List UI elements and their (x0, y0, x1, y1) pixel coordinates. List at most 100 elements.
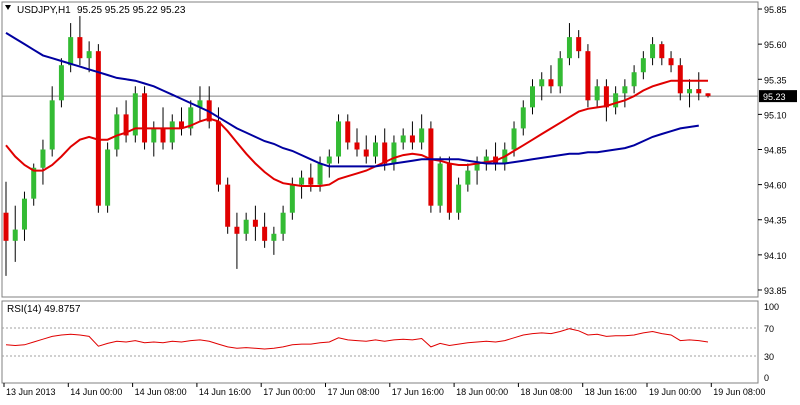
candle-body (391, 142, 397, 164)
candle-body (428, 128, 434, 206)
candle-body (142, 93, 148, 143)
candle-body (188, 107, 194, 129)
time-tick-label: 19 Jun 08:00 (713, 387, 765, 397)
candle-body (363, 149, 369, 157)
candle-body (437, 163, 443, 206)
candle-body (613, 93, 619, 108)
candle-body (215, 121, 221, 185)
candle-body (382, 142, 388, 164)
candle-body (31, 167, 37, 199)
candle-body (336, 121, 342, 157)
candle-body (197, 100, 203, 108)
price-tick-label: 95.10 (764, 110, 787, 120)
candle-body (317, 163, 323, 185)
candle-body (585, 51, 591, 101)
candle-body (409, 135, 415, 143)
candle-body (640, 58, 646, 73)
moving-average-blue (5, 32, 699, 168)
price-tick-label: 95.85 (764, 5, 787, 15)
moving-average-red (5, 79, 708, 187)
price-tick-label: 94.10 (764, 251, 787, 261)
candle-body (668, 58, 674, 66)
time-tick-label: 17 Jun 08:00 (328, 387, 380, 397)
last-price-label: 95.23 (763, 92, 786, 102)
candle-body (419, 128, 425, 143)
rsi-tick-label: 70 (764, 324, 774, 334)
chart-header-symbol: USDJPY,H1 (17, 5, 71, 16)
candle-body (631, 72, 637, 87)
candle-body (225, 184, 231, 227)
time-tick-label: 17 Jun 16:00 (392, 387, 444, 397)
price-tick-label: 93.85 (764, 286, 787, 296)
candle-body (446, 163, 452, 213)
candle-body (400, 135, 406, 143)
candle-body (77, 37, 83, 59)
candle-body (95, 51, 101, 206)
candle-body (252, 219, 258, 227)
candle-body (576, 37, 582, 52)
price-tick-label: 94.60 (764, 181, 787, 191)
time-tick-label: 14 Jun 08:00 (135, 387, 187, 397)
candle-body (68, 37, 74, 66)
candle-body (169, 121, 175, 143)
time-tick-label: 18 Jun 08:00 (520, 387, 572, 397)
candle-body (557, 58, 563, 87)
price-tick-label: 94.85 (764, 146, 787, 156)
candle-body (271, 233, 277, 241)
time-tick-label: 14 Jun 16:00 (199, 387, 251, 397)
candle-body (49, 100, 55, 150)
time-tick-label: 17 Jun 00:00 (263, 387, 315, 397)
candle-body (650, 44, 656, 59)
candle-body (548, 79, 554, 87)
candle-body (86, 51, 92, 59)
rsi-tick-label: 0 (764, 373, 769, 383)
price-tick-label: 95.35 (764, 75, 787, 85)
candle-body (345, 121, 351, 143)
candle-body (520, 107, 526, 129)
price-tick-label: 95.60 (764, 40, 787, 50)
candle-body (696, 89, 702, 94)
candle-body (299, 177, 305, 185)
candle-body (114, 114, 120, 150)
candle-body (465, 170, 471, 185)
candle-body (483, 156, 489, 164)
rsi-line (5, 328, 709, 350)
candle-body (12, 229, 18, 241)
candle-body (21, 198, 27, 230)
candle-body (3, 212, 9, 241)
candle-body (659, 44, 665, 59)
candle-body (354, 142, 360, 150)
rsi-tick-label: 30 (764, 352, 774, 362)
candle-body (179, 121, 184, 129)
rsi-header: RSI(14) 49.8757 (7, 304, 81, 315)
candle-body (705, 93, 711, 97)
time-tick-label: 14 Jun 00:00 (70, 387, 122, 397)
candle-body (58, 65, 64, 101)
price-tick-label: 94.35 (764, 216, 787, 226)
last-price-badge (759, 90, 797, 103)
candle-body (511, 128, 517, 150)
candle-body (566, 37, 572, 59)
header-arrow-icon (5, 5, 11, 10)
candle-body (151, 128, 157, 143)
candle-body (539, 79, 545, 87)
chart-header-ohlc: 95.25 95.25 95.22 95.23 (77, 5, 186, 16)
candle-body (105, 149, 111, 206)
candle-body (234, 226, 240, 234)
candle-body (594, 86, 600, 101)
candle-body (40, 149, 46, 168)
candle-body (687, 89, 693, 94)
candle-body (160, 128, 166, 143)
candle-body (530, 86, 535, 108)
time-tick-label: 18 Jun 16:00 (585, 387, 637, 397)
candle-body (326, 156, 332, 164)
candle-body (289, 184, 295, 213)
candle-body (132, 93, 138, 136)
candle-body (243, 219, 249, 234)
candle-body (308, 177, 314, 185)
candle-body (456, 184, 462, 213)
rsi-tick-label: 100 (764, 302, 779, 312)
time-tick-label: 13 Jun 2013 (6, 387, 56, 397)
candle-body (474, 163, 480, 171)
